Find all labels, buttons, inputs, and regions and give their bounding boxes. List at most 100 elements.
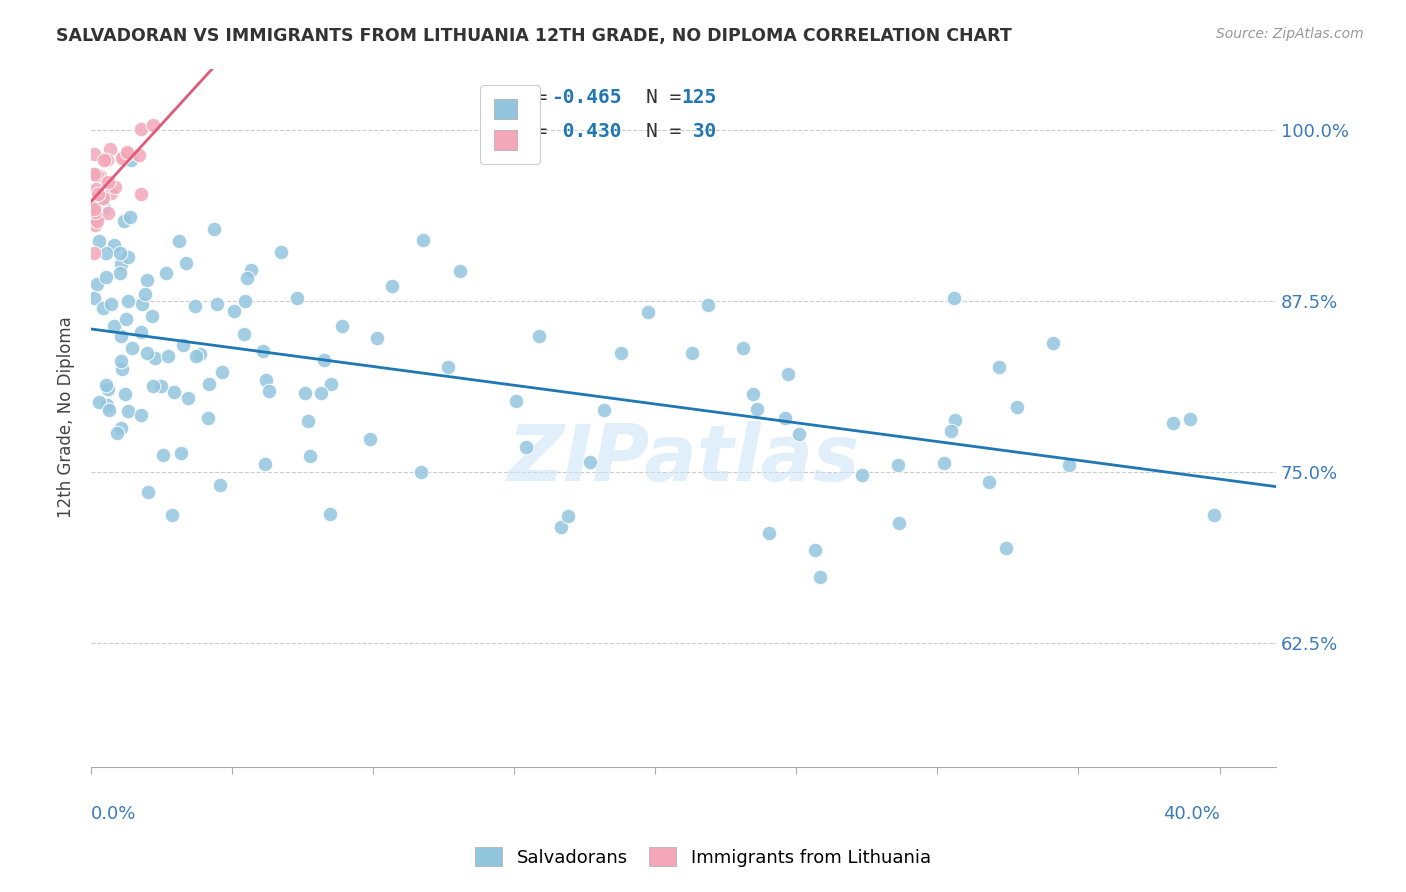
Point — [995, 541, 1018, 555]
Point — [758, 526, 780, 541]
Point — [359, 432, 381, 446]
Point — [637, 305, 659, 319]
Point — [172, 338, 194, 352]
Point — [83, 218, 105, 232]
Point — [285, 292, 308, 306]
Point — [108, 266, 131, 280]
Text: -0.465: -0.465 — [551, 88, 621, 107]
Point — [681, 346, 703, 360]
Text: ZIPatlas: ZIPatlas — [508, 421, 859, 498]
Point — [94, 377, 117, 392]
Point — [254, 373, 277, 387]
Point — [84, 205, 107, 219]
Point — [174, 256, 197, 270]
Text: Source: ZipAtlas.com: Source: ZipAtlas.com — [1216, 27, 1364, 41]
Point — [163, 384, 186, 399]
Point — [117, 404, 139, 418]
Point — [142, 118, 165, 132]
Point — [121, 341, 143, 355]
Point — [745, 402, 768, 417]
Point — [93, 191, 115, 205]
Point — [131, 187, 153, 202]
Point — [142, 378, 165, 392]
Point — [610, 346, 633, 360]
Point — [851, 468, 873, 483]
Point — [169, 446, 191, 460]
Point — [177, 391, 200, 405]
Point — [321, 377, 343, 392]
Point — [110, 361, 132, 376]
Point — [86, 277, 108, 291]
Point — [330, 318, 353, 333]
Point — [83, 167, 105, 181]
Point — [129, 408, 152, 422]
Point — [105, 426, 128, 441]
Point — [252, 343, 274, 358]
Text: 30: 30 — [681, 122, 717, 141]
Text: 40.0%: 40.0% — [1163, 805, 1219, 823]
Text: R =: R = — [512, 88, 558, 107]
Point — [733, 341, 755, 355]
Point — [98, 142, 121, 156]
Point — [1042, 336, 1064, 351]
Point — [527, 328, 550, 343]
Point — [808, 569, 831, 583]
Point — [134, 286, 156, 301]
Point — [270, 244, 292, 259]
Point — [83, 291, 105, 305]
Point — [184, 299, 207, 313]
Text: SALVADORAN VS IMMIGRANTS FROM LITHUANIA 12TH GRADE, NO DIPLOMA CORRELATION CHART: SALVADORAN VS IMMIGRANTS FROM LITHUANIA … — [56, 27, 1012, 45]
Point — [114, 387, 136, 401]
Point — [117, 250, 139, 264]
Point — [449, 264, 471, 278]
Point — [87, 187, 110, 202]
Point — [100, 296, 122, 310]
Point — [515, 440, 537, 454]
Point — [697, 298, 720, 312]
Point — [84, 182, 107, 196]
Point — [131, 297, 153, 311]
Point — [83, 202, 105, 217]
Point — [152, 448, 174, 462]
Point — [86, 213, 108, 227]
Point — [83, 196, 105, 211]
Point — [111, 151, 134, 165]
Point — [129, 325, 152, 339]
Text: R =: R = — [512, 122, 558, 141]
Point — [103, 319, 125, 334]
Point — [112, 213, 135, 227]
Point — [129, 122, 152, 136]
Point — [550, 520, 572, 534]
Point — [412, 233, 434, 247]
Point — [593, 403, 616, 417]
Point — [932, 456, 955, 470]
Point — [233, 294, 256, 309]
Point — [117, 293, 139, 308]
Point — [1161, 416, 1184, 430]
Point — [83, 245, 105, 260]
Point — [94, 270, 117, 285]
Legend: Salvadorans, Immigrants from Lithuania: Salvadorans, Immigrants from Lithuania — [468, 840, 938, 874]
Point — [136, 346, 159, 360]
Point — [155, 266, 177, 280]
Point — [86, 168, 108, 182]
Point — [91, 192, 114, 206]
Point — [240, 263, 263, 277]
Point — [97, 382, 120, 396]
Point — [91, 301, 114, 315]
Point — [787, 427, 810, 442]
Point — [776, 367, 799, 381]
Point — [1178, 412, 1201, 426]
Point — [309, 386, 332, 401]
Point — [409, 465, 432, 479]
Point — [184, 349, 207, 363]
Point — [136, 273, 159, 287]
Point — [160, 508, 183, 522]
Point — [103, 237, 125, 252]
Point — [557, 508, 579, 523]
Point — [205, 297, 228, 311]
Point — [254, 457, 277, 471]
Point — [117, 145, 139, 160]
Point — [211, 365, 233, 379]
Point — [93, 153, 115, 167]
